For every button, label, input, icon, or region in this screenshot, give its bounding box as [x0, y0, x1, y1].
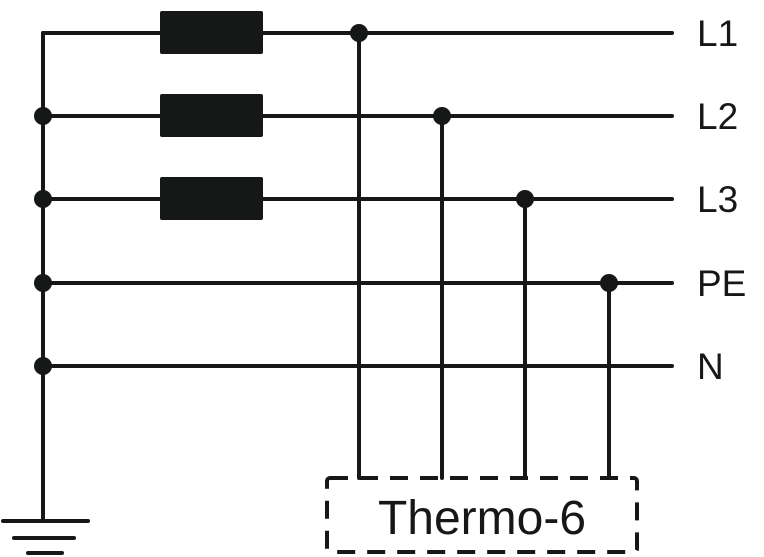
- fuse-l1: [160, 11, 263, 54]
- junction-dot: [34, 107, 52, 125]
- line-label-l3: L3: [697, 179, 738, 220]
- line-label-n: N: [697, 346, 724, 387]
- junction-dot: [350, 24, 368, 42]
- junction-dot: [600, 274, 618, 292]
- line-label-pe: PE: [697, 263, 746, 304]
- device-label: Thermo-6: [378, 492, 586, 545]
- line-label-l1: L1: [697, 13, 738, 54]
- junction-dot: [34, 357, 52, 375]
- fuse-l2: [160, 94, 263, 137]
- junction-dot: [516, 190, 534, 208]
- fuse-l3: [160, 177, 263, 220]
- junction-dot: [433, 107, 451, 125]
- junction-dot: [34, 190, 52, 208]
- device-box: [325, 476, 639, 554]
- junction-dot: [34, 274, 52, 292]
- ground-icon: [1, 519, 90, 555]
- line-label-l2: L2: [697, 96, 738, 137]
